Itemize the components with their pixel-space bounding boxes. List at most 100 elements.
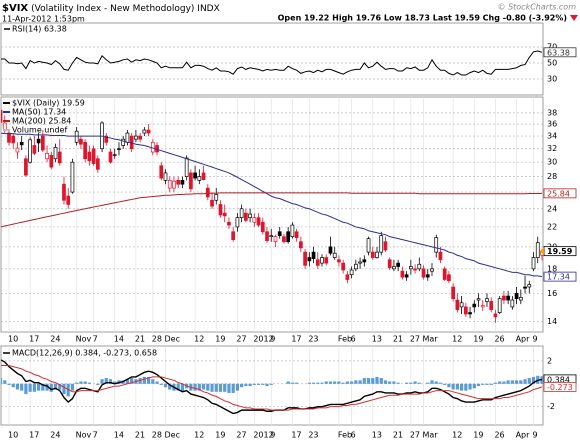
- candle-body: [497, 298, 502, 313]
- candle-body: [134, 135, 138, 140]
- candle-body: [248, 213, 252, 219]
- candle-body: [425, 274, 430, 278]
- y-tick-label: 38: [547, 108, 557, 117]
- histogram-bar: [430, 380, 434, 384]
- candle-body: [172, 180, 176, 189]
- x-tick-label: 17: [291, 431, 301, 440]
- histogram-bar: [201, 383, 206, 390]
- candle-body: [472, 303, 477, 308]
- candle-body: [146, 129, 151, 134]
- x-tick-label: 21: [393, 431, 403, 440]
- y-tick-label: 30: [547, 158, 557, 167]
- x-tick-label: Nov: [76, 431, 92, 440]
- candle-body: [400, 270, 405, 278]
- histogram-bar: [37, 383, 41, 391]
- legend-label: MA(50) 17.34: [12, 108, 66, 117]
- candle-body: [451, 286, 455, 300]
- candle-body: [459, 302, 464, 308]
- quote: Open 19.22 High 19.76 Low 18.73 Last 19.…: [278, 14, 567, 23]
- down-arrow: [570, 15, 578, 21]
- candle-body: [176, 180, 181, 185]
- histogram-bar: [375, 376, 379, 384]
- x-tick-label: 19: [215, 335, 225, 344]
- x-tick-label: 19: [473, 431, 483, 440]
- value-tag: 63.38: [547, 48, 570, 57]
- candle-body: [514, 293, 519, 300]
- histogram-bar: [104, 378, 108, 384]
- candle-body: [28, 139, 32, 163]
- rsi-line: [1, 50, 543, 76]
- x-tick-label: 6: [351, 431, 356, 440]
- candle-body: [91, 148, 96, 164]
- histogram-bar: [240, 383, 244, 388]
- histogram-bar: [265, 383, 269, 387]
- histogram-bar: [261, 383, 265, 385]
- histogram-bar: [146, 376, 151, 384]
- x-tick-label: Dec: [165, 335, 180, 344]
- y-tick-label: 14: [547, 317, 557, 326]
- candle-body: [324, 257, 329, 264]
- y-tick-label: 34: [547, 132, 557, 141]
- candle-body: [315, 259, 320, 266]
- histogram-bar: [87, 382, 91, 384]
- x-tick-label: 2012: [253, 335, 273, 344]
- histogram-bar: [214, 383, 218, 392]
- x-tick-label: 12: [194, 335, 204, 344]
- histogram-bar: [350, 381, 354, 384]
- histogram-bar: [151, 379, 155, 384]
- histogram-bar: [328, 381, 333, 384]
- histogram-bar: [510, 380, 514, 384]
- candle-body: [70, 161, 75, 193]
- candle-body: [358, 261, 362, 264]
- x-tick-label: 27: [410, 431, 420, 440]
- chart-title: $VIX (Volatility Index - New Methodology)…: [2, 3, 220, 14]
- candle-body: [95, 158, 100, 170]
- histogram-bar: [15, 383, 20, 390]
- candle-body: [455, 299, 460, 311]
- candle-body: [252, 217, 257, 223]
- histogram-bar: [3, 380, 7, 384]
- candle-body: [121, 138, 126, 146]
- y-tick-label: 30: [547, 75, 557, 84]
- histogram-bar: [142, 376, 146, 384]
- candle-body: [214, 194, 219, 201]
- candle-body: [117, 148, 121, 150]
- histogram-bar: [405, 382, 409, 384]
- y-tick-label: 70: [547, 43, 557, 52]
- histogram-bar: [333, 381, 337, 384]
- histogram-bar: [248, 383, 252, 387]
- x-tick-label: 23: [308, 431, 318, 440]
- candle-body: [518, 297, 523, 301]
- histogram-bar: [197, 383, 201, 391]
- x-tick-label: 21: [135, 431, 145, 440]
- y-tick-label: 28: [547, 172, 557, 181]
- histogram-bar: [210, 383, 214, 392]
- histogram-bar: [498, 381, 502, 384]
- x-tick-label: 14: [114, 335, 124, 344]
- candle-body: [2, 122, 7, 131]
- histogram-bar: [506, 380, 510, 384]
- x-tick-label: 26: [494, 335, 504, 344]
- histogram-bar: [341, 382, 345, 384]
- histogram-bar: [108, 379, 113, 384]
- histogram-bar: [472, 383, 476, 389]
- candle-body: [256, 217, 261, 226]
- candle-body: [387, 259, 392, 269]
- plot-area: [1, 346, 543, 425]
- histogram-bar: [28, 383, 32, 392]
- candle-body: [201, 172, 206, 180]
- value-tag: 19.59: [547, 247, 573, 256]
- macd-line: [1, 364, 543, 411]
- y-tick-label: 18: [547, 264, 557, 273]
- histogram-bar: [417, 382, 421, 384]
- candle-body: [235, 217, 240, 228]
- candle-body: [112, 154, 117, 156]
- histogram-bar: [11, 383, 15, 388]
- value-tag: 25.84: [547, 189, 570, 198]
- candle-body: [413, 268, 417, 271]
- symbol: $VIX: [2, 3, 28, 14]
- x-tick-label: 9: [270, 431, 275, 440]
- histogram-bar: [316, 382, 320, 384]
- candle-body: [218, 204, 223, 216]
